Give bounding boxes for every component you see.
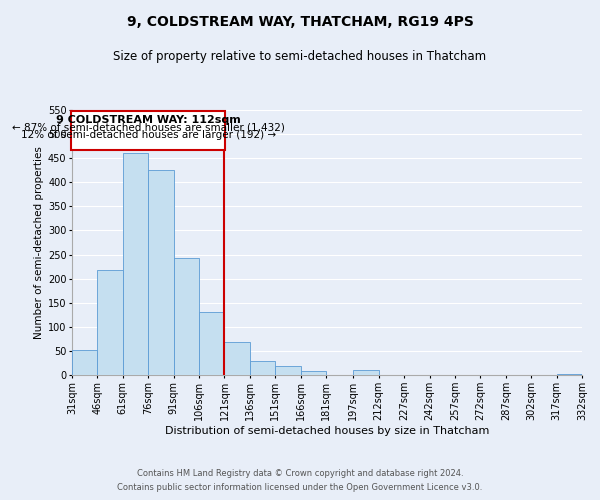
Text: 9 COLDSTREAM WAY: 112sqm: 9 COLDSTREAM WAY: 112sqm: [56, 115, 241, 125]
X-axis label: Distribution of semi-detached houses by size in Thatcham: Distribution of semi-detached houses by …: [165, 426, 489, 436]
Bar: [97, 270, 123, 375]
Bar: [199, 312, 224, 375]
Bar: [224, 342, 250, 375]
Bar: [250, 361, 275, 375]
Bar: [72, 350, 97, 375]
Text: 9, COLDSTREAM WAY, THATCHAM, RG19 4PS: 9, COLDSTREAM WAY, THATCHAM, RG19 4PS: [127, 15, 473, 29]
Y-axis label: Number of semi-detached properties: Number of semi-detached properties: [34, 146, 44, 339]
Bar: [123, 154, 148, 375]
Text: Contains HM Land Registry data © Crown copyright and database right 2024.: Contains HM Land Registry data © Crown c…: [137, 468, 463, 477]
Text: Size of property relative to semi-detached houses in Thatcham: Size of property relative to semi-detach…: [113, 50, 487, 63]
Bar: [353, 370, 379, 375]
Bar: [557, 374, 582, 375]
Bar: [275, 366, 301, 375]
Bar: [148, 170, 173, 375]
Text: 12% of semi-detached houses are larger (192) →: 12% of semi-detached houses are larger (…: [20, 130, 276, 140]
FancyBboxPatch shape: [71, 111, 226, 150]
Text: Contains public sector information licensed under the Open Government Licence v3: Contains public sector information licen…: [118, 484, 482, 492]
Bar: [301, 370, 326, 375]
Bar: [173, 258, 199, 375]
Text: ← 87% of semi-detached houses are smaller (1,432): ← 87% of semi-detached houses are smalle…: [12, 122, 284, 132]
